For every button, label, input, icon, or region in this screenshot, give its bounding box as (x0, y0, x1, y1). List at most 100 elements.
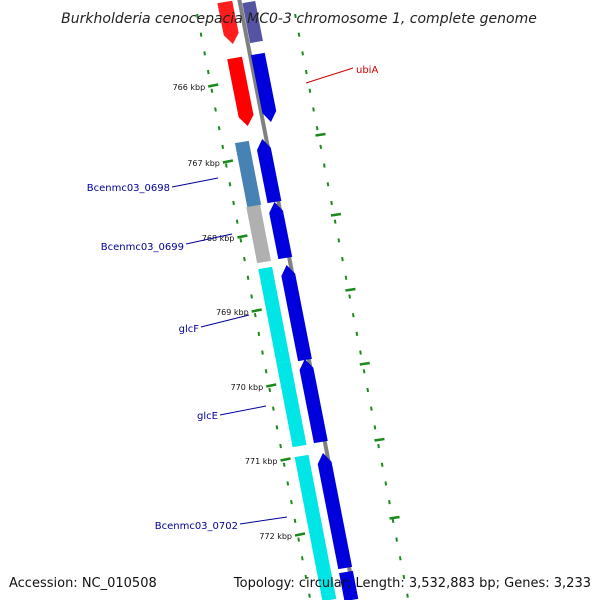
accession-text: Accession: NC_010508 (9, 576, 157, 591)
tick-mark-minor (304, 574, 308, 580)
gene-labels: ubiA Bcenmc03_0698 Bcenmc03_0699 glcF glcE Bc… (87, 65, 379, 532)
tick-mark-minor (406, 593, 409, 598)
genome-summary-text: Topology: circular; Length: 3,532,883 bp… (233, 576, 591, 591)
tick-mark-minor (377, 443, 380, 449)
tick-mark-minor (323, 163, 326, 168)
tick-mark-minor (235, 219, 239, 224)
tick-mark-minor (221, 144, 225, 150)
tick-mark-major (330, 212, 342, 217)
tick-mark-minor (232, 200, 235, 206)
tick-mark-minor (297, 32, 301, 37)
gene-block-glcE (276, 360, 307, 448)
tick-mark-minor (243, 256, 246, 262)
cds-arrow-bcenmc03-0698 (257, 139, 282, 204)
tick-label-771-kbp: 771 kbp (245, 457, 278, 466)
gene-arrow-partial-red-core (217, 0, 239, 44)
tick-mark-minor (293, 518, 297, 524)
cds-arrow-bcenmc03-0702 (317, 453, 353, 570)
map-title: Burkholderia cenocepacia MC0-3 chromosom… (61, 11, 537, 27)
leader-line-ubia (305, 67, 354, 84)
gene-block-partial-navy (242, 0, 263, 44)
cds-arrow-bcenmc03-0699 (269, 202, 293, 260)
gene-block-glcF (258, 266, 291, 364)
tick-mark-minor (239, 238, 243, 243)
tick-mark-minor (228, 182, 232, 187)
tick-mark-minor (196, 13, 199, 19)
tick-mark-minor (253, 313, 257, 318)
tick-mark-minor (282, 462, 286, 467)
tick-mark-minor (206, 69, 210, 75)
tick-mark-minor (275, 425, 279, 430)
tick-mark-minor (203, 51, 206, 56)
gene-block-bcenmc03-0698 (234, 140, 262, 208)
gene-label-bcenmc03-0698: Bcenmc03_0698 (87, 183, 170, 194)
gene-label-ubia: ubiA (356, 65, 378, 76)
tick-mark-minor (217, 126, 221, 131)
tick-mark-minor (272, 406, 275, 411)
tick-mark-minor (337, 238, 341, 243)
tick-mark-minor (370, 406, 373, 411)
tick-mark-minor (362, 369, 366, 374)
gene-label-glce: glcE (197, 411, 218, 422)
cds-block-next (339, 570, 359, 600)
tick-mark-minor (246, 275, 250, 280)
tick-mark-major (315, 132, 326, 137)
tick-mark-minor (286, 481, 290, 486)
tick-label-769-kbp: 769 kbp (216, 308, 249, 317)
gene-label-glcf: glcF (179, 324, 200, 335)
gene-arrow-ubiA (227, 56, 254, 126)
tick-mark-minor (391, 518, 395, 524)
tick-mark-major (389, 515, 400, 520)
gene-label-bcenmc03-0702: Bcenmc03_0702 (155, 521, 238, 532)
gene-block-bcenmc03-0699 (246, 204, 271, 264)
tick-mark-major (280, 457, 291, 462)
tick-mark-minor (290, 500, 293, 505)
tick-mark-minor (199, 32, 203, 37)
tick-mark-minor (304, 69, 308, 75)
tick-mark-minor (308, 88, 312, 93)
leader-line-glcf (200, 314, 250, 328)
leader-line-bcenmc03-0699 (185, 233, 233, 245)
tick-mark-minor (384, 481, 388, 486)
tick-mark-minor (333, 219, 337, 224)
leader-line-glce (219, 405, 267, 416)
tick-mark-minor (351, 313, 355, 318)
tick-mark-minor (214, 107, 217, 112)
tick-mark-minor (348, 294, 351, 299)
leader-line-bcenmc03-0702 (239, 516, 288, 525)
tick-mark-major (374, 437, 385, 442)
tick-marks-inner (196, 13, 311, 598)
gene-label-bcenmc03-0699: Bcenmc03_0699 (101, 242, 184, 253)
tick-mark-minor (344, 275, 348, 280)
tick-labels: 766 kbp 767 kbp 768 kbp 769 kbp 770 kbp 771 k… (173, 83, 292, 541)
gene-features (217, 0, 359, 600)
tick-mark-minor (388, 500, 391, 505)
tick-mark-minor (326, 182, 330, 187)
tick-mark-minor (330, 200, 333, 206)
tick-mark-minor (300, 556, 304, 561)
tick-mark-minor (395, 537, 398, 542)
tick-mark-minor (225, 163, 228, 168)
tick-mark-major (222, 159, 234, 164)
gene-block-bcenmc03-0702 (294, 454, 337, 600)
tick-mark-major (265, 383, 277, 388)
tick-mark-minor (398, 556, 402, 561)
tick-marks-outer (294, 13, 409, 598)
tick-mark-major (251, 308, 262, 313)
tick-mark-minor (402, 574, 406, 580)
tick-mark-minor (301, 51, 304, 56)
tick-label-772-kbp: 772 kbp (259, 532, 292, 541)
cds-arrow-glcF (281, 265, 312, 362)
tick-mark-minor (264, 369, 268, 374)
tick-mark-minor (257, 331, 261, 337)
tick-mark-major (294, 532, 306, 537)
tick-mark-minor (268, 387, 272, 393)
tick-mark-minor (312, 107, 315, 112)
tick-mark-major (237, 234, 248, 239)
tick-label-768-kbp: 768 kbp (202, 234, 235, 243)
tick-mark-minor (297, 537, 300, 542)
tick-mark-minor (308, 593, 311, 598)
tick-label-770-kbp: 770 kbp (231, 383, 264, 392)
tick-mark-minor (261, 350, 264, 355)
tick-label-766-kbp: 766 kbp (173, 83, 206, 92)
